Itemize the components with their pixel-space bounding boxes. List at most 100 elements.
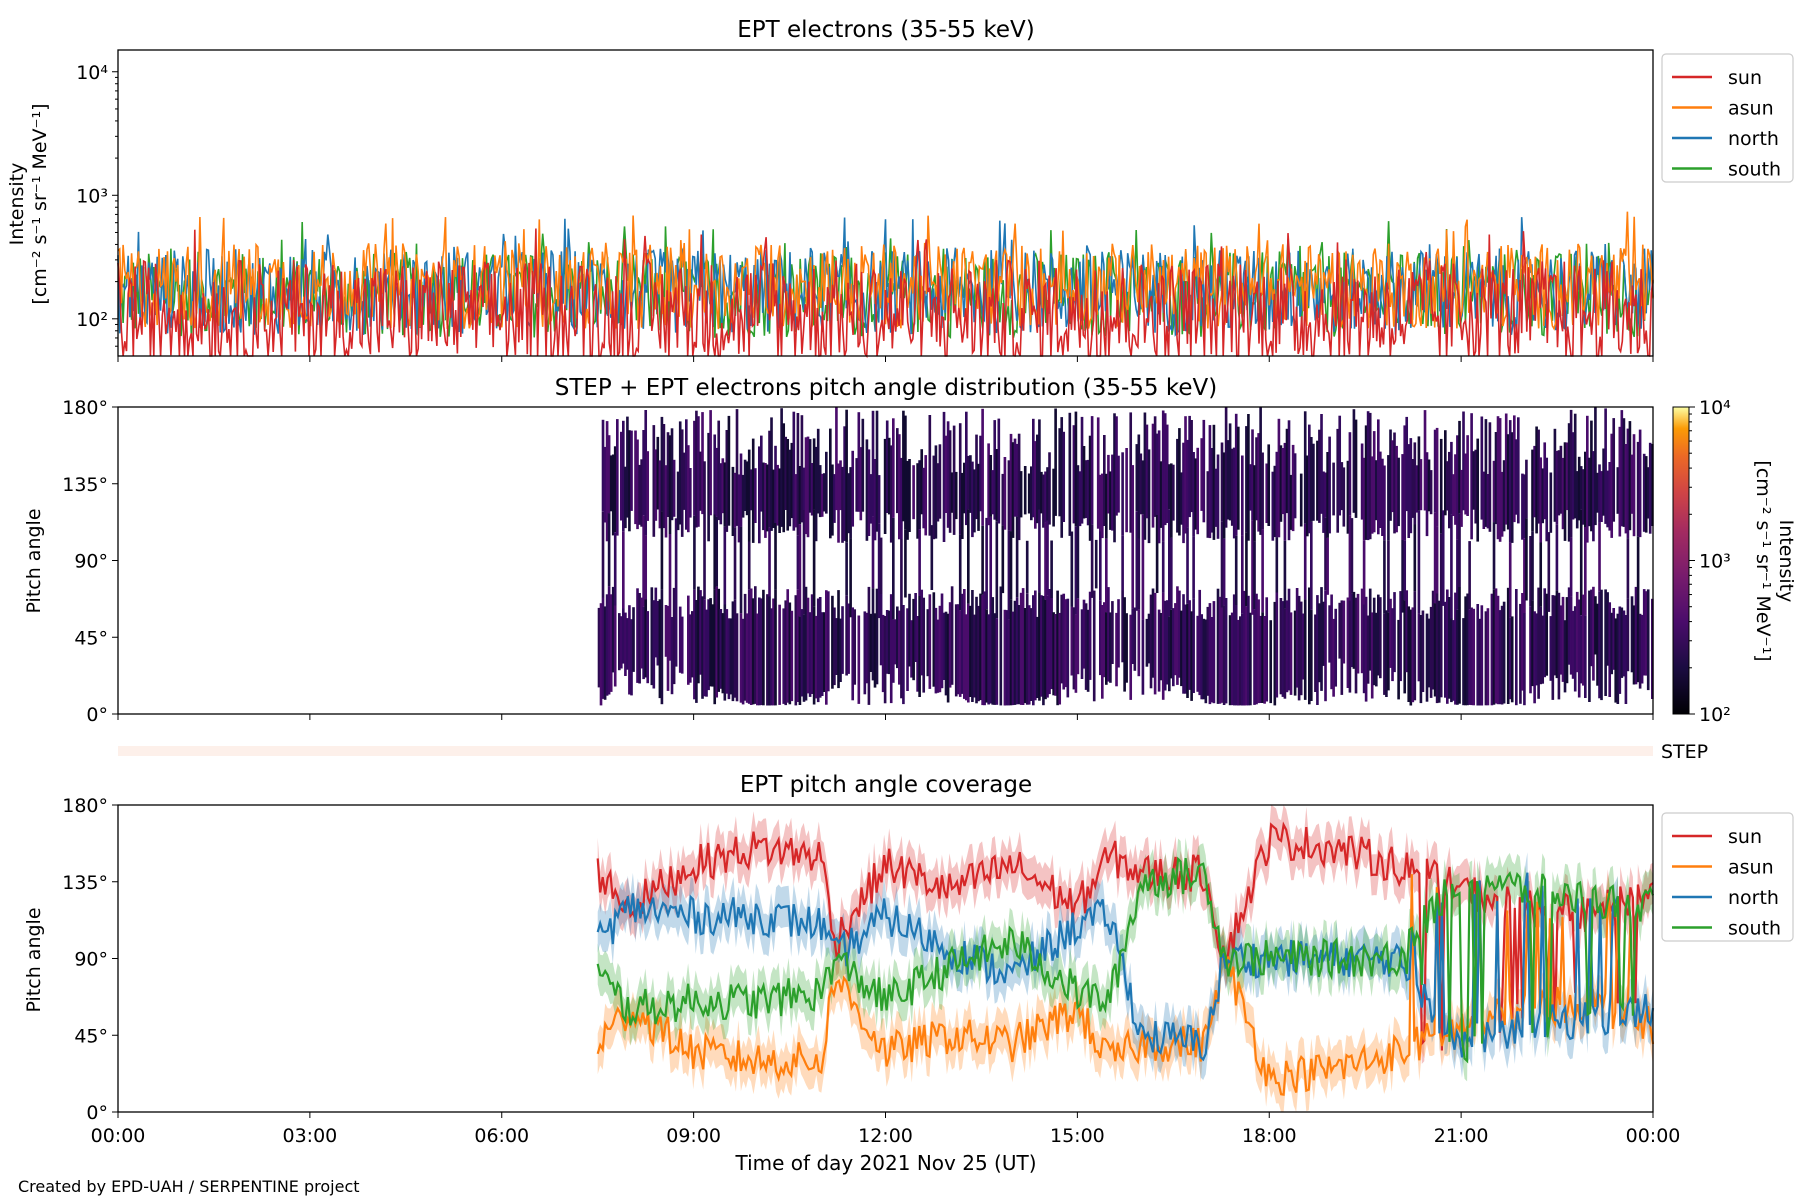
- pad-cell: [1149, 594, 1153, 689]
- pad-cell: [1210, 448, 1214, 533]
- pad-cell: [1529, 606, 1532, 694]
- pad-cell: [916, 616, 919, 692]
- pad-cell: [1478, 618, 1482, 706]
- pad-cell: [1586, 415, 1589, 543]
- pad-cell: [1062, 593, 1066, 690]
- pad-cell: [936, 619, 940, 693]
- pad-cell: [950, 472, 954, 513]
- pad-cell: [1425, 452, 1429, 537]
- pad-cell: [1608, 462, 1612, 531]
- pad-cell: [1362, 540, 1366, 605]
- pad-cell: [1078, 471, 1082, 527]
- pad-cell: [660, 416, 664, 512]
- pad-cell: [1176, 438, 1179, 533]
- pad-cell: [672, 459, 676, 517]
- pad-cell: [871, 410, 875, 517]
- pad-cell: [739, 453, 743, 527]
- pad-cell: [1019, 592, 1023, 705]
- pad-cell: [640, 459, 643, 527]
- pad-cell: [1642, 589, 1646, 676]
- pad-cell: [1521, 593, 1524, 691]
- pad-cell: [1131, 608, 1135, 664]
- pad-cell: [1245, 426, 1248, 533]
- pad-cell: [1050, 540, 1053, 598]
- pad-cell: [630, 619, 633, 696]
- pad-cell: [1444, 430, 1447, 516]
- pad-cell: [1099, 474, 1102, 532]
- pad-cell: [1332, 618, 1335, 697]
- pad-cell: [788, 602, 792, 705]
- intensity-series-asun: [117, 211, 1654, 331]
- pad-cell: [1318, 429, 1321, 523]
- pad-cell: [1364, 425, 1368, 540]
- pad-cell: [950, 586, 954, 685]
- pad-cell: [1151, 588, 1155, 678]
- pad-cell: [1099, 600, 1102, 676]
- pad-cell: [1125, 613, 1128, 683]
- pad-cell: [1383, 613, 1386, 695]
- pad-cell: [1606, 592, 1609, 666]
- pad-cell: [1577, 456, 1581, 521]
- pad-cell: [758, 446, 761, 544]
- pad-cell: [1494, 432, 1498, 525]
- pad-cell: [973, 469, 976, 533]
- intensity-y-ticks: 10² 10³ 10⁴: [76, 62, 118, 347]
- pad-cell: [707, 599, 710, 691]
- colorbar-label-line2: [cm⁻² s⁻¹ sr⁻¹ MeV⁻¹]: [1752, 460, 1774, 661]
- pad-cell: [1423, 410, 1427, 511]
- pad-cell: [1502, 601, 1506, 704]
- pad-cell: [802, 467, 806, 510]
- intensity-ytick-label: 10²: [76, 309, 108, 331]
- pad-cell: [1375, 460, 1378, 521]
- pad-cell: [1170, 609, 1173, 679]
- pad-cell: [1058, 612, 1062, 705]
- pad-cell: [1403, 541, 1407, 601]
- pad-cell: [611, 586, 615, 673]
- pad-cell: [1034, 590, 1037, 701]
- colorbar-ticks: 10² 10³ 10⁴: [1689, 397, 1731, 726]
- pad-cell: [1413, 442, 1417, 525]
- pad-cell: [1297, 595, 1301, 701]
- pad-cell: [609, 594, 613, 692]
- pad-cell: [749, 469, 753, 511]
- pad-cell: [1535, 613, 1538, 686]
- pad-cell: [1271, 471, 1275, 541]
- pad-cell: [1013, 438, 1017, 517]
- pad-cell: [1237, 426, 1240, 530]
- pad-cell: [636, 588, 639, 683]
- pad-cell: [926, 609, 930, 677]
- pad-cell: [857, 412, 861, 512]
- pad-cell: [1571, 610, 1575, 679]
- pad-cell: [1172, 464, 1175, 521]
- pad-cell: [1626, 428, 1630, 539]
- pad-cell: [1015, 516, 1019, 598]
- pad-cell: [1030, 608, 1033, 701]
- pad-cell: [853, 609, 857, 685]
- pad-cell: [634, 430, 637, 525]
- pad-cell: [1048, 452, 1051, 525]
- pad-cell: [1389, 429, 1392, 521]
- pad-cell: [685, 419, 688, 530]
- pad-cell: [636, 439, 639, 530]
- coverage-xtick-label: 03:00: [282, 1125, 337, 1147]
- intensity-legend-label-south: south: [1728, 159, 1781, 181]
- pad-cell: [981, 525, 984, 595]
- pad-cell: [1494, 588, 1498, 704]
- pad-cell: [652, 425, 656, 537]
- pad-cell: [1133, 607, 1137, 671]
- pad-cell: [713, 434, 717, 515]
- pad-cell: [605, 594, 609, 696]
- pad-cell: [644, 535, 648, 600]
- pad-cell: [1592, 586, 1595, 681]
- pad-cell: [1413, 524, 1417, 592]
- pad-cell: [689, 468, 692, 518]
- pad-cell: [1368, 412, 1372, 540]
- pad-cell: [1295, 588, 1299, 688]
- pad-cell: [831, 595, 834, 689]
- pad-cell: [1450, 441, 1453, 515]
- pad-cell: [1604, 408, 1607, 524]
- pad-cell: [1058, 428, 1062, 517]
- pad-cell: [1379, 451, 1382, 528]
- pad-cell: [1464, 596, 1467, 706]
- pad-cell: [849, 467, 852, 539]
